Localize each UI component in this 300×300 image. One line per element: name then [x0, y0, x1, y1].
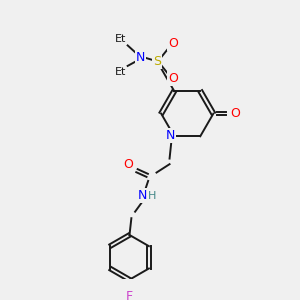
Text: Et: Et	[115, 34, 126, 44]
Text: S: S	[154, 55, 161, 68]
Text: Et: Et	[115, 68, 126, 77]
Text: O: O	[168, 37, 178, 50]
Text: N: N	[136, 51, 146, 64]
Text: N: N	[138, 189, 147, 202]
Text: F: F	[126, 290, 133, 300]
Text: O: O	[124, 158, 134, 171]
Text: H: H	[148, 191, 156, 201]
Text: O: O	[230, 107, 240, 120]
Text: N: N	[166, 129, 175, 142]
Text: O: O	[168, 72, 178, 86]
